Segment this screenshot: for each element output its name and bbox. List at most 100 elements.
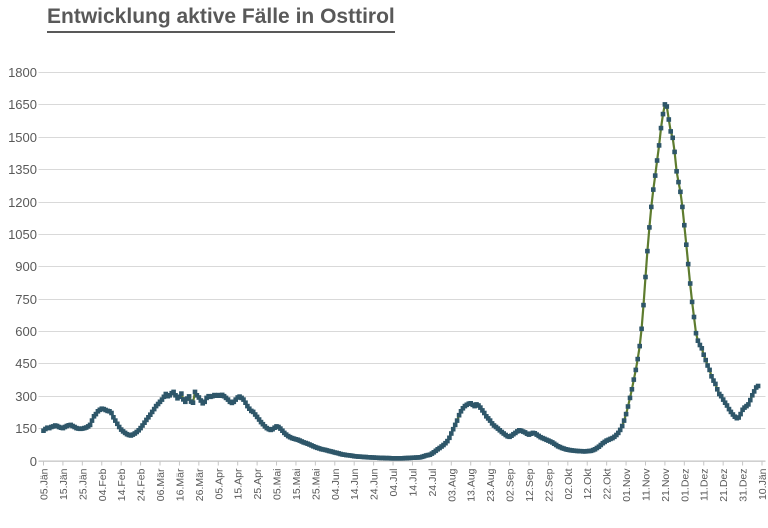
data-point-marker [89,418,95,423]
y-axis-tick-label: 1500 [8,130,37,145]
data-point-marker [250,409,256,415]
x-axis-tick-label: 01.Dez [679,469,691,502]
data-point-marker [684,242,689,247]
x-axis-tick-label: 05.Jän [39,468,51,500]
data-point-marker [625,404,631,409]
x-axis-tick-label: 06.Mär [155,468,167,501]
data-point-marker [186,394,192,399]
data-point-marker [670,135,675,141]
data-point-marker [183,399,188,405]
data-point-marker [487,418,493,423]
data-point-marker [140,423,145,428]
data-point-marker [159,397,165,402]
x-axis-tick-label: 25.Jän [77,468,89,500]
data-point-marker [93,411,99,417]
data-point-marker [616,430,621,436]
data-point-marker [746,402,751,407]
x-axis-tick-label: 26.Mär [194,468,206,501]
data-point-marker [478,405,483,410]
x-axis-tick-label: 16.Mär [174,468,186,501]
y-axis-tick-label: 1800 [8,65,37,80]
data-point-marker [685,261,691,267]
y-axis-tick-label: 150 [15,421,37,436]
data-point-marker [676,179,681,185]
data-point-marker [196,395,202,400]
data-point-marker [447,435,452,441]
x-axis-tick-label: 22.Okt [602,468,614,499]
data-point-marker [647,225,652,230]
x-axis-tick-label: 22.Sep [543,468,555,501]
data-point-marker [458,409,464,414]
y-axis-tick-label: 1050 [8,227,37,242]
x-axis-tick-label: 21.Nov [660,468,672,502]
data-point-marker [623,411,629,417]
y-axis-tick-label: 900 [15,259,37,274]
data-point-marker [645,248,650,254]
data-point-marker [738,411,743,417]
x-axis-tick-label: 14.Feb [116,468,128,501]
data-point-marker [668,129,673,134]
y-axis-tick-label: 1650 [8,97,37,112]
data-point-marker [750,393,755,398]
data-point-marker [149,409,155,415]
data-point-marker [722,400,728,405]
x-axis-tick-label: 01.Nov [621,468,633,502]
data-point-marker [707,367,712,373]
data-point-marker [113,418,118,423]
data-point-marker [450,426,456,432]
data-point-marker [256,417,262,422]
data-point-marker [660,111,666,117]
data-point-marker [245,403,250,409]
y-axis-tick-label: 1200 [8,195,37,210]
data-point-marker [198,398,204,403]
data-point-marker [254,414,260,420]
x-axis-tick-label: 21.Dez [718,469,730,502]
data-point-marker [190,400,196,405]
data-point-marker [713,381,718,387]
data-point-marker [627,395,633,401]
data-point-marker [192,389,198,395]
data-point-marker [454,418,460,423]
data-point-marker [709,374,714,379]
x-axis-tick-label: 04.Jun [330,468,342,500]
y-axis-tick-label: 300 [15,389,37,404]
data-point-marker [693,330,699,336]
x-axis-tick-label: 31.Dez [738,469,750,502]
x-axis-tick-label: 25.Mai [310,469,322,501]
data-point-marker [241,397,246,402]
data-point-marker [751,389,757,394]
data-point-marker [146,415,151,420]
data-point-marker [243,400,248,405]
x-axis-tick-label: 02.Sep [505,468,517,501]
y-axis-tick-label: 750 [15,292,37,307]
data-point-marker [691,314,697,320]
y-axis-tick-label: 1350 [8,162,37,177]
data-point-marker [148,412,153,417]
data-point-marker [652,173,658,178]
data-point-marker [116,424,122,430]
data-point-marker [643,274,648,280]
data-point-marker [695,338,701,343]
data-point-marker [680,204,685,210]
data-point-marker [658,125,664,131]
data-point-marker [656,143,662,148]
data-point-marker [115,421,120,427]
x-axis-tick-label: 23.Aug [485,468,497,501]
data-point-marker [715,387,720,392]
data-point-marker [181,397,186,402]
data-point-marker [718,393,724,399]
data-point-marker [629,387,635,392]
data-point-marker [703,357,708,363]
data-point-marker [674,169,679,174]
x-axis-tick-label: 15.Jän [58,468,70,500]
data-point-marker [666,117,672,122]
data-point-marker [151,406,157,412]
x-axis-tick-label: 24.Feb [136,468,148,501]
x-axis-tick-label: 11.Nov [640,468,652,501]
data-point-marker [639,326,644,332]
data-point-marker [621,418,627,423]
chart-title: Entwicklung aktive Fälle in Osttirol [47,5,395,33]
x-axis-tick-label: 13.Aug [466,468,478,501]
x-axis-tick-label: 12.Okt [582,468,594,499]
